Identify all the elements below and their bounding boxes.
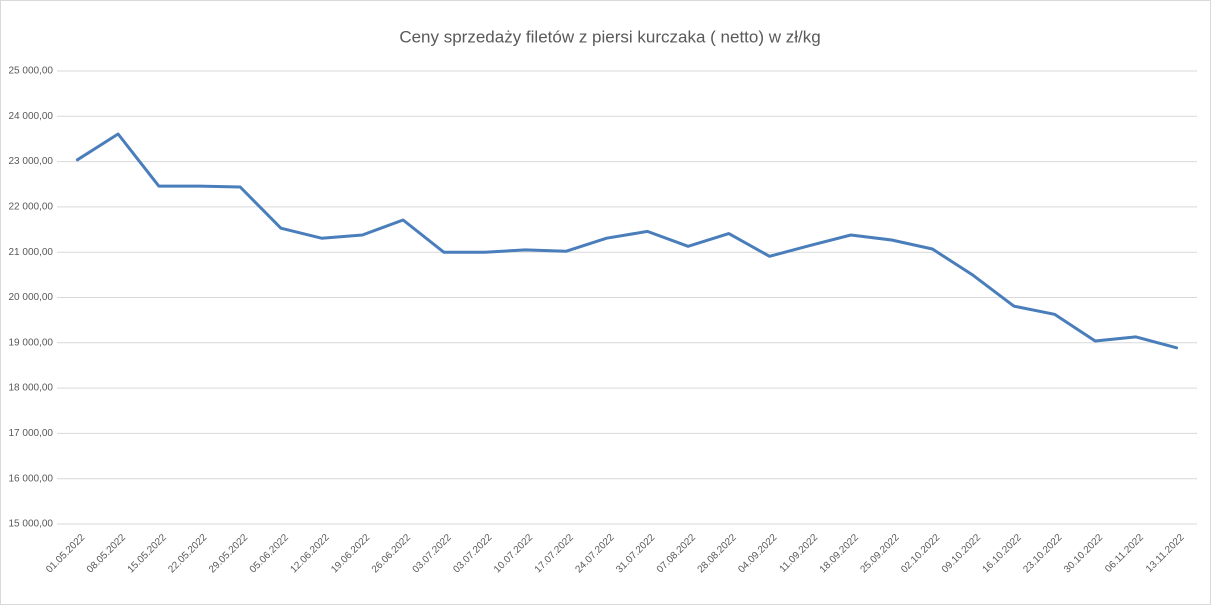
y-tick-label: 25 000,00 — [9, 66, 54, 77]
y-tick-label: 20 000,00 — [9, 292, 54, 303]
data-line — [75, 132, 1179, 350]
y-tick-label: 19 000,00 — [9, 337, 54, 348]
y-tick-label: 23 000,00 — [9, 156, 54, 167]
y-tick-label: 18 000,00 — [9, 383, 54, 394]
y-tick-label: 24 000,00 — [9, 111, 54, 122]
chart-title: Ceny sprzedaży filetów z piersi kurczaka… — [399, 27, 820, 46]
y-tick-label: 17 000,00 — [9, 428, 54, 439]
y-tick-label: 21 000,00 — [9, 247, 54, 258]
y-tick-label: 22 000,00 — [9, 202, 54, 213]
y-tick-label: 16 000,00 — [9, 473, 54, 484]
y-tick-label: 15 000,00 — [9, 519, 54, 530]
